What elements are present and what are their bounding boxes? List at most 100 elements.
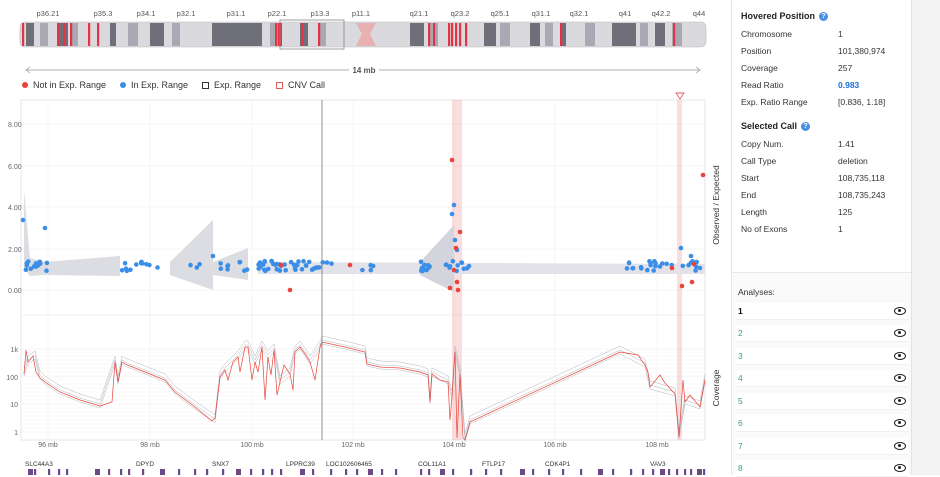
gene-label[interactable]: COL11A1	[418, 461, 446, 468]
ratio-point[interactable]	[630, 265, 636, 271]
gene-block[interactable]	[668, 469, 671, 475]
ratio-point[interactable]	[25, 259, 31, 264]
gene-block[interactable]	[598, 469, 603, 475]
gene-block[interactable]	[66, 469, 69, 475]
ratio-point[interactable]	[324, 260, 330, 265]
ratio-point[interactable]	[679, 283, 685, 289]
cnv-call-marker-icon[interactable]	[675, 92, 685, 100]
ratio-point[interactable]	[443, 262, 449, 268]
ratio-point[interactable]	[244, 267, 250, 272]
ratio-point[interactable]	[421, 267, 427, 272]
gene-block[interactable]	[652, 469, 655, 475]
gene-block[interactable]	[271, 469, 274, 475]
ratio-point[interactable]	[274, 267, 280, 272]
ratio-point[interactable]	[422, 262, 427, 268]
analysis-row-3[interactable]: 3	[736, 348, 908, 365]
gene-block[interactable]	[108, 469, 111, 475]
ratio-point[interactable]	[31, 264, 37, 269]
ratio-point[interactable]	[664, 261, 669, 267]
ratio-point[interactable]	[225, 263, 231, 268]
gene-block[interactable]	[58, 469, 61, 475]
gene-block[interactable]	[428, 469, 431, 475]
gene-label[interactable]: LPPRC39	[286, 461, 315, 468]
ratio-point[interactable]	[296, 259, 301, 264]
ratio-point[interactable]	[237, 259, 243, 265]
gene-block[interactable]	[395, 469, 398, 475]
ratio-point[interactable]	[271, 261, 276, 267]
help-icon[interactable]: ?	[801, 122, 811, 131]
ratio-point[interactable]	[688, 253, 694, 259]
ratio-point[interactable]	[370, 263, 376, 269]
gene-block[interactable]	[95, 469, 100, 475]
ratio-point[interactable]	[368, 267, 374, 273]
ratio-point[interactable]	[283, 268, 289, 273]
gene-block[interactable]	[452, 469, 455, 475]
ratio-point[interactable]	[134, 262, 139, 267]
ratio-point[interactable]	[453, 245, 459, 251]
ratio-point[interactable]	[282, 262, 287, 267]
genome-viewer[interactable]: p36.21 p35.3 p34.1 p32.1 p31.1 p22.1 p13.3 p11.…	[0, 0, 731, 475]
gene-block[interactable]	[470, 469, 473, 475]
ratio-point[interactable]	[301, 258, 306, 264]
ratio-point[interactable]	[258, 264, 263, 270]
eye-icon[interactable]	[894, 397, 906, 405]
ratio-point[interactable]	[266, 266, 271, 272]
ratio-point[interactable]	[360, 267, 365, 273]
gene-block[interactable]	[206, 469, 209, 475]
analysis-row-7[interactable]: 7	[736, 438, 908, 455]
scrollbar[interactable]	[911, 0, 940, 475]
gene-block[interactable]	[697, 469, 702, 475]
ratio-point[interactable]	[678, 245, 684, 251]
ratio-point[interactable]	[452, 237, 458, 243]
ratio-point[interactable]	[197, 261, 202, 267]
gene-label[interactable]: SNX7	[212, 461, 229, 468]
analysis-row-6[interactable]: 6	[736, 415, 908, 432]
gene-block[interactable]	[580, 469, 583, 475]
ratio-point[interactable]	[418, 259, 424, 265]
ratio-point[interactable]	[20, 217, 26, 223]
ratio-point[interactable]	[257, 260, 263, 265]
ratio-point[interactable]	[155, 265, 160, 270]
ratio-point[interactable]	[37, 261, 43, 267]
gene-block[interactable]	[703, 469, 706, 475]
eye-icon[interactable]	[894, 329, 906, 337]
gene-block[interactable]	[128, 469, 131, 475]
ratio-point[interactable]	[309, 267, 315, 273]
ratio-point[interactable]	[42, 225, 48, 231]
ratio-point[interactable]	[28, 266, 34, 272]
ratio-point[interactable]	[128, 267, 133, 273]
ratio-point[interactable]	[299, 267, 305, 272]
gene-block[interactable]	[178, 469, 181, 475]
ratio-point[interactable]	[44, 260, 50, 266]
gene-block[interactable]	[660, 469, 665, 475]
ratio-point[interactable]	[288, 259, 294, 265]
ratio-point[interactable]	[292, 266, 298, 271]
gene-block[interactable]	[250, 469, 253, 475]
gene-block[interactable]	[222, 469, 225, 475]
gene-block[interactable]	[142, 469, 145, 475]
gene-block[interactable]	[420, 469, 423, 475]
ratio-point[interactable]	[680, 263, 686, 269]
gene-block[interactable]	[120, 469, 123, 475]
ratio-point[interactable]	[287, 287, 293, 293]
ratio-point[interactable]	[454, 279, 460, 285]
ratio-point[interactable]	[693, 268, 698, 273]
ratio-point[interactable]	[689, 279, 695, 285]
chromosome-ideogram[interactable]: p36.21 p35.3 p34.1 p32.1 p31.1 p22.1 p13.3 p11.…	[19, 9, 707, 50]
eye-icon[interactable]	[894, 442, 906, 450]
gene-label[interactable]: LOC102606465	[326, 461, 372, 468]
gene-block[interactable]	[676, 469, 679, 475]
ratio-point[interactable]	[657, 264, 663, 269]
gene-block[interactable]	[300, 469, 305, 475]
ratio-point[interactable]	[451, 267, 457, 273]
ratio-point[interactable]	[303, 263, 309, 269]
ratio-point[interactable]	[451, 202, 457, 208]
ratio-point[interactable]	[188, 262, 193, 268]
gene-block[interactable]	[28, 469, 33, 475]
ratio-point[interactable]	[139, 259, 144, 265]
ratio-point[interactable]	[262, 267, 267, 273]
gene-label[interactable]: SLC44A3	[25, 461, 53, 468]
ratio-point[interactable]	[455, 287, 461, 293]
gene-block[interactable]	[500, 469, 503, 475]
gene-block[interactable]	[356, 469, 359, 475]
